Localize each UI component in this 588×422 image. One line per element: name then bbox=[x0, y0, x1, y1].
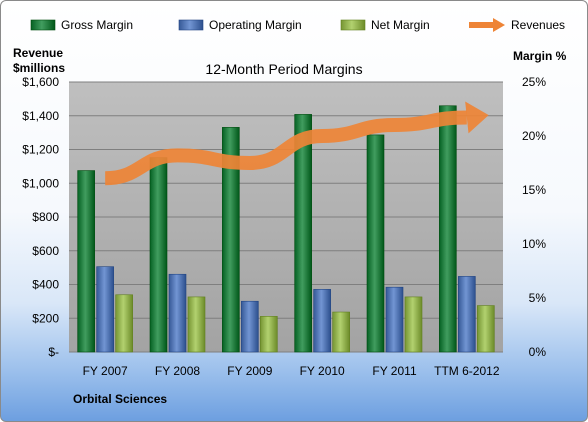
bar-net-margin bbox=[115, 294, 133, 353]
legend-swatch-operating-margin bbox=[178, 19, 204, 31]
bar-net-margin bbox=[187, 296, 206, 353]
category-label: FY 2008 bbox=[155, 364, 200, 378]
right-tick-label: 15% bbox=[522, 183, 546, 197]
bar-gross-margin bbox=[294, 114, 312, 353]
legend-label-net-margin: Net Margin bbox=[371, 18, 430, 32]
bar-gross-margin bbox=[222, 127, 240, 353]
legend-label-gross-margin: Gross Margin bbox=[61, 18, 133, 32]
left-tick-label: $1,200 bbox=[22, 143, 59, 157]
chart-title: 12-Month Period Margins bbox=[205, 61, 362, 77]
left-tick-label: $800 bbox=[32, 210, 59, 224]
right-tick-label: 25% bbox=[522, 75, 546, 89]
left-tick-label: $600 bbox=[32, 244, 59, 258]
bar-operating-margin bbox=[96, 266, 114, 353]
left-tick-label: $200 bbox=[32, 311, 59, 325]
category-label: FY 2009 bbox=[227, 364, 272, 378]
category-label: FY 2010 bbox=[300, 364, 345, 378]
right-tick-label: 5% bbox=[529, 291, 547, 305]
legend-arrow-revenues bbox=[493, 18, 505, 32]
left-tick-label: $- bbox=[48, 345, 59, 359]
legend: Gross Margin Operating Margin Net Margin Re… bbox=[30, 18, 565, 32]
right-tick-label: 20% bbox=[522, 129, 546, 143]
category-label: FY 2011 bbox=[372, 364, 417, 378]
legend-swatch-net-margin bbox=[340, 19, 366, 31]
left-tick-label: $1,600 bbox=[22, 75, 59, 89]
left-axis-title-line2: $millions bbox=[13, 61, 65, 75]
right-axis-title: Margin % bbox=[513, 49, 567, 63]
left-axis-title-line1: Revenue bbox=[13, 46, 63, 60]
right-axis-ticks: 0% 5% 10% 15% 20% 25% bbox=[522, 75, 546, 359]
bar-operating-margin bbox=[385, 286, 404, 353]
revenue-arrowhead bbox=[465, 101, 489, 134]
left-tick-label: $1,400 bbox=[22, 109, 59, 123]
bar-gross-margin bbox=[149, 157, 168, 353]
bar-net-margin bbox=[404, 296, 423, 353]
gridlines bbox=[69, 81, 503, 353]
left-tick-label: $1,000 bbox=[22, 176, 59, 190]
bars bbox=[77, 105, 495, 353]
right-tick-label: 10% bbox=[522, 237, 546, 251]
legend-swatch-gross-margin bbox=[30, 19, 56, 31]
right-tick-label: 0% bbox=[529, 345, 547, 359]
bar-operating-margin bbox=[168, 273, 187, 353]
legend-label-revenues: Revenues bbox=[511, 18, 565, 32]
legend-label-operating-margin: Operating Margin bbox=[209, 18, 302, 32]
category-labels: FY 2007 FY 2008 FY 2009 FY 2010 FY 2011 TTM 6… bbox=[83, 364, 500, 378]
category-label: TTM 6-2012 bbox=[434, 364, 500, 378]
bar-net-margin bbox=[477, 305, 495, 353]
bar-gross-margin bbox=[366, 134, 385, 353]
bar-net-margin bbox=[260, 316, 278, 353]
bar-gross-margin bbox=[77, 170, 95, 353]
category-label: FY 2007 bbox=[83, 364, 128, 378]
bar-operating-margin bbox=[458, 276, 476, 353]
bar-gross-margin bbox=[439, 105, 457, 353]
revenue-line bbox=[104, 101, 489, 186]
bar-operating-margin bbox=[313, 289, 331, 353]
bar-net-margin bbox=[332, 311, 350, 353]
left-tick-label: $400 bbox=[32, 278, 59, 292]
company-name: Orbital Sciences bbox=[73, 392, 167, 406]
bar-operating-margin bbox=[241, 300, 259, 353]
left-axis-ticks: $- $200 $400 $600 $800 $1,000 $1,200 $1,400 $1,6… bbox=[22, 75, 59, 359]
revenue-line-path bbox=[104, 110, 467, 186]
